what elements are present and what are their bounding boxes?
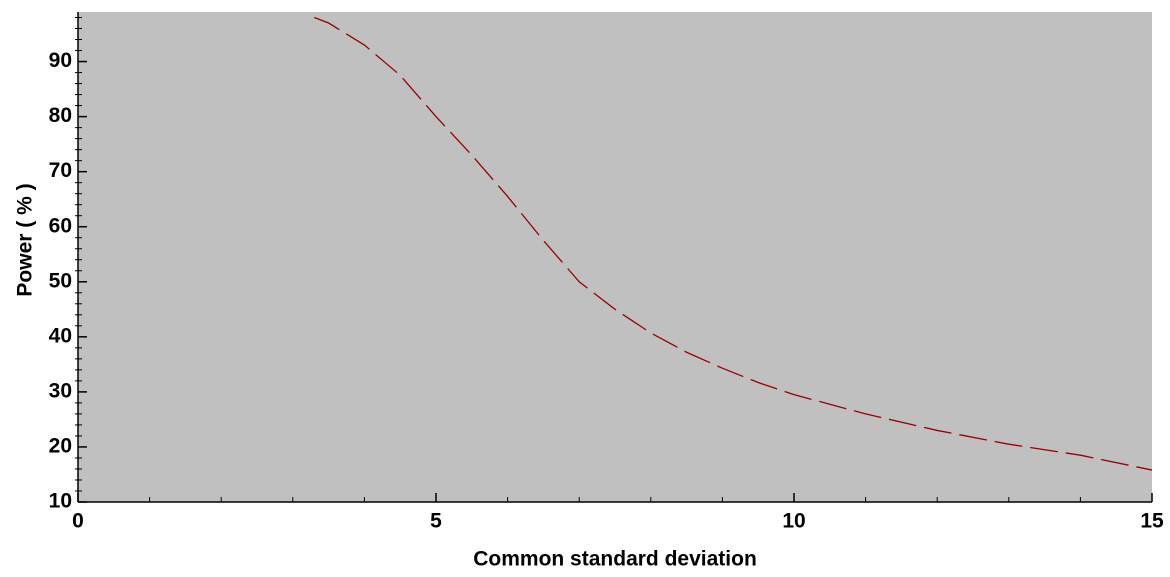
x-axis-label: Common standard deviation <box>473 548 757 571</box>
y-tick-label: 90 <box>49 49 72 72</box>
x-tick-label: 10 <box>782 510 805 533</box>
y-tick-label: 70 <box>49 159 72 182</box>
y-tick-label: 80 <box>49 104 72 127</box>
x-tick-label: 5 <box>430 510 442 533</box>
x-tick-label: 0 <box>72 510 84 533</box>
y-tick-label: 60 <box>49 214 72 237</box>
y-tick-label: 10 <box>49 490 72 513</box>
x-tick-label: 15 <box>1140 510 1164 533</box>
line-series <box>314 16 1153 471</box>
y-tick-label: 20 <box>49 434 72 457</box>
y-axis-label: Power ( % ) <box>14 183 37 296</box>
y-tick-label: 50 <box>49 269 72 292</box>
plot-background <box>78 12 1152 502</box>
y-tick-label: 40 <box>49 324 72 347</box>
y-tick-label: 30 <box>49 379 72 402</box>
